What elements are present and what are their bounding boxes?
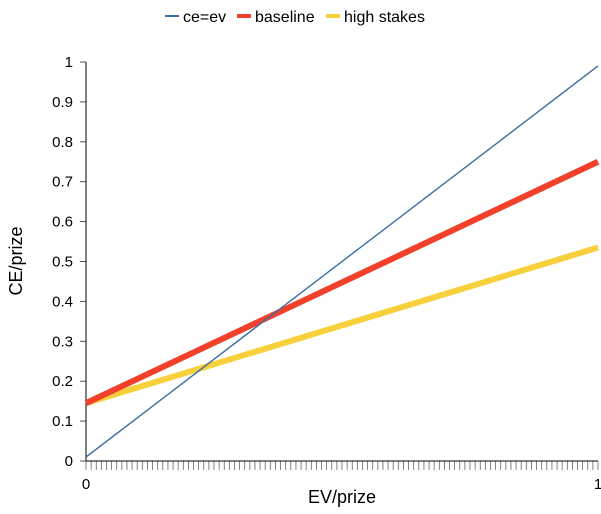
y-tick-label: 0.6 [52, 214, 73, 231]
legend-label: baseline [255, 9, 315, 26]
series-line-baseline [84, 159, 600, 406]
x-tick-label: 1 [594, 476, 601, 493]
y-tick-label: 0.9 [52, 94, 73, 111]
legend-label: high stakes [344, 9, 425, 26]
chart-legend: ce=ev baseline high stakes [165, 9, 425, 26]
y-axis-title: CE/prize [6, 226, 26, 295]
y-tick-label: 0.5 [52, 254, 73, 271]
y-tick-label: 0 [65, 453, 73, 470]
y-tick-label: 0.8 [52, 134, 73, 151]
series-line-high-stakes [85, 244, 599, 407]
y-tick-label: 0.3 [52, 333, 73, 350]
chart-axes: 0 0.1 0.2 0.3 0.4 0.5 0.6 0.7 0.8 0.9 1 0 1 [52, 54, 601, 493]
series-line-ce-ev [85, 65, 599, 458]
y-tick-label: 0.1 [52, 413, 73, 430]
y-tick-label: 0.2 [52, 373, 73, 390]
y-tick-label: 0.7 [52, 174, 73, 191]
x-tick-label: 0 [82, 476, 90, 493]
y-tick-label: 1 [65, 54, 73, 71]
y-tick-label: 0.4 [52, 293, 73, 310]
plot-area [84, 65, 600, 458]
x-axis-title: EV/prize [308, 487, 376, 507]
legend-label: ce=ev [183, 9, 226, 26]
